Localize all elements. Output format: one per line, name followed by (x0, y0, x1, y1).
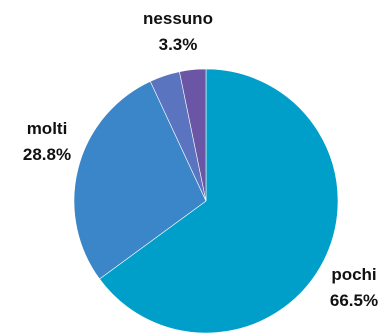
slice-label-nessuno: nessuno 3.3% (128, 6, 228, 58)
slice-name-molti: molti (26, 119, 68, 138)
slice-value-molti: 28.8% (22, 145, 72, 164)
pie-slice-nessuno (179, 68, 207, 202)
pie-slices (73, 68, 339, 334)
slice-label-molti: molti 28.8% (2, 116, 92, 168)
pie-slice-pochi (99, 68, 339, 334)
slice-label-pochi: pochi 66.5% (316, 262, 392, 314)
slice-name-pochi: pochi (331, 265, 377, 284)
slice-name-nessuno: nessuno (143, 9, 213, 28)
slice-value-nessuno: 3.3% (158, 35, 198, 54)
slice-value-pochi: 66.5% (329, 291, 379, 310)
